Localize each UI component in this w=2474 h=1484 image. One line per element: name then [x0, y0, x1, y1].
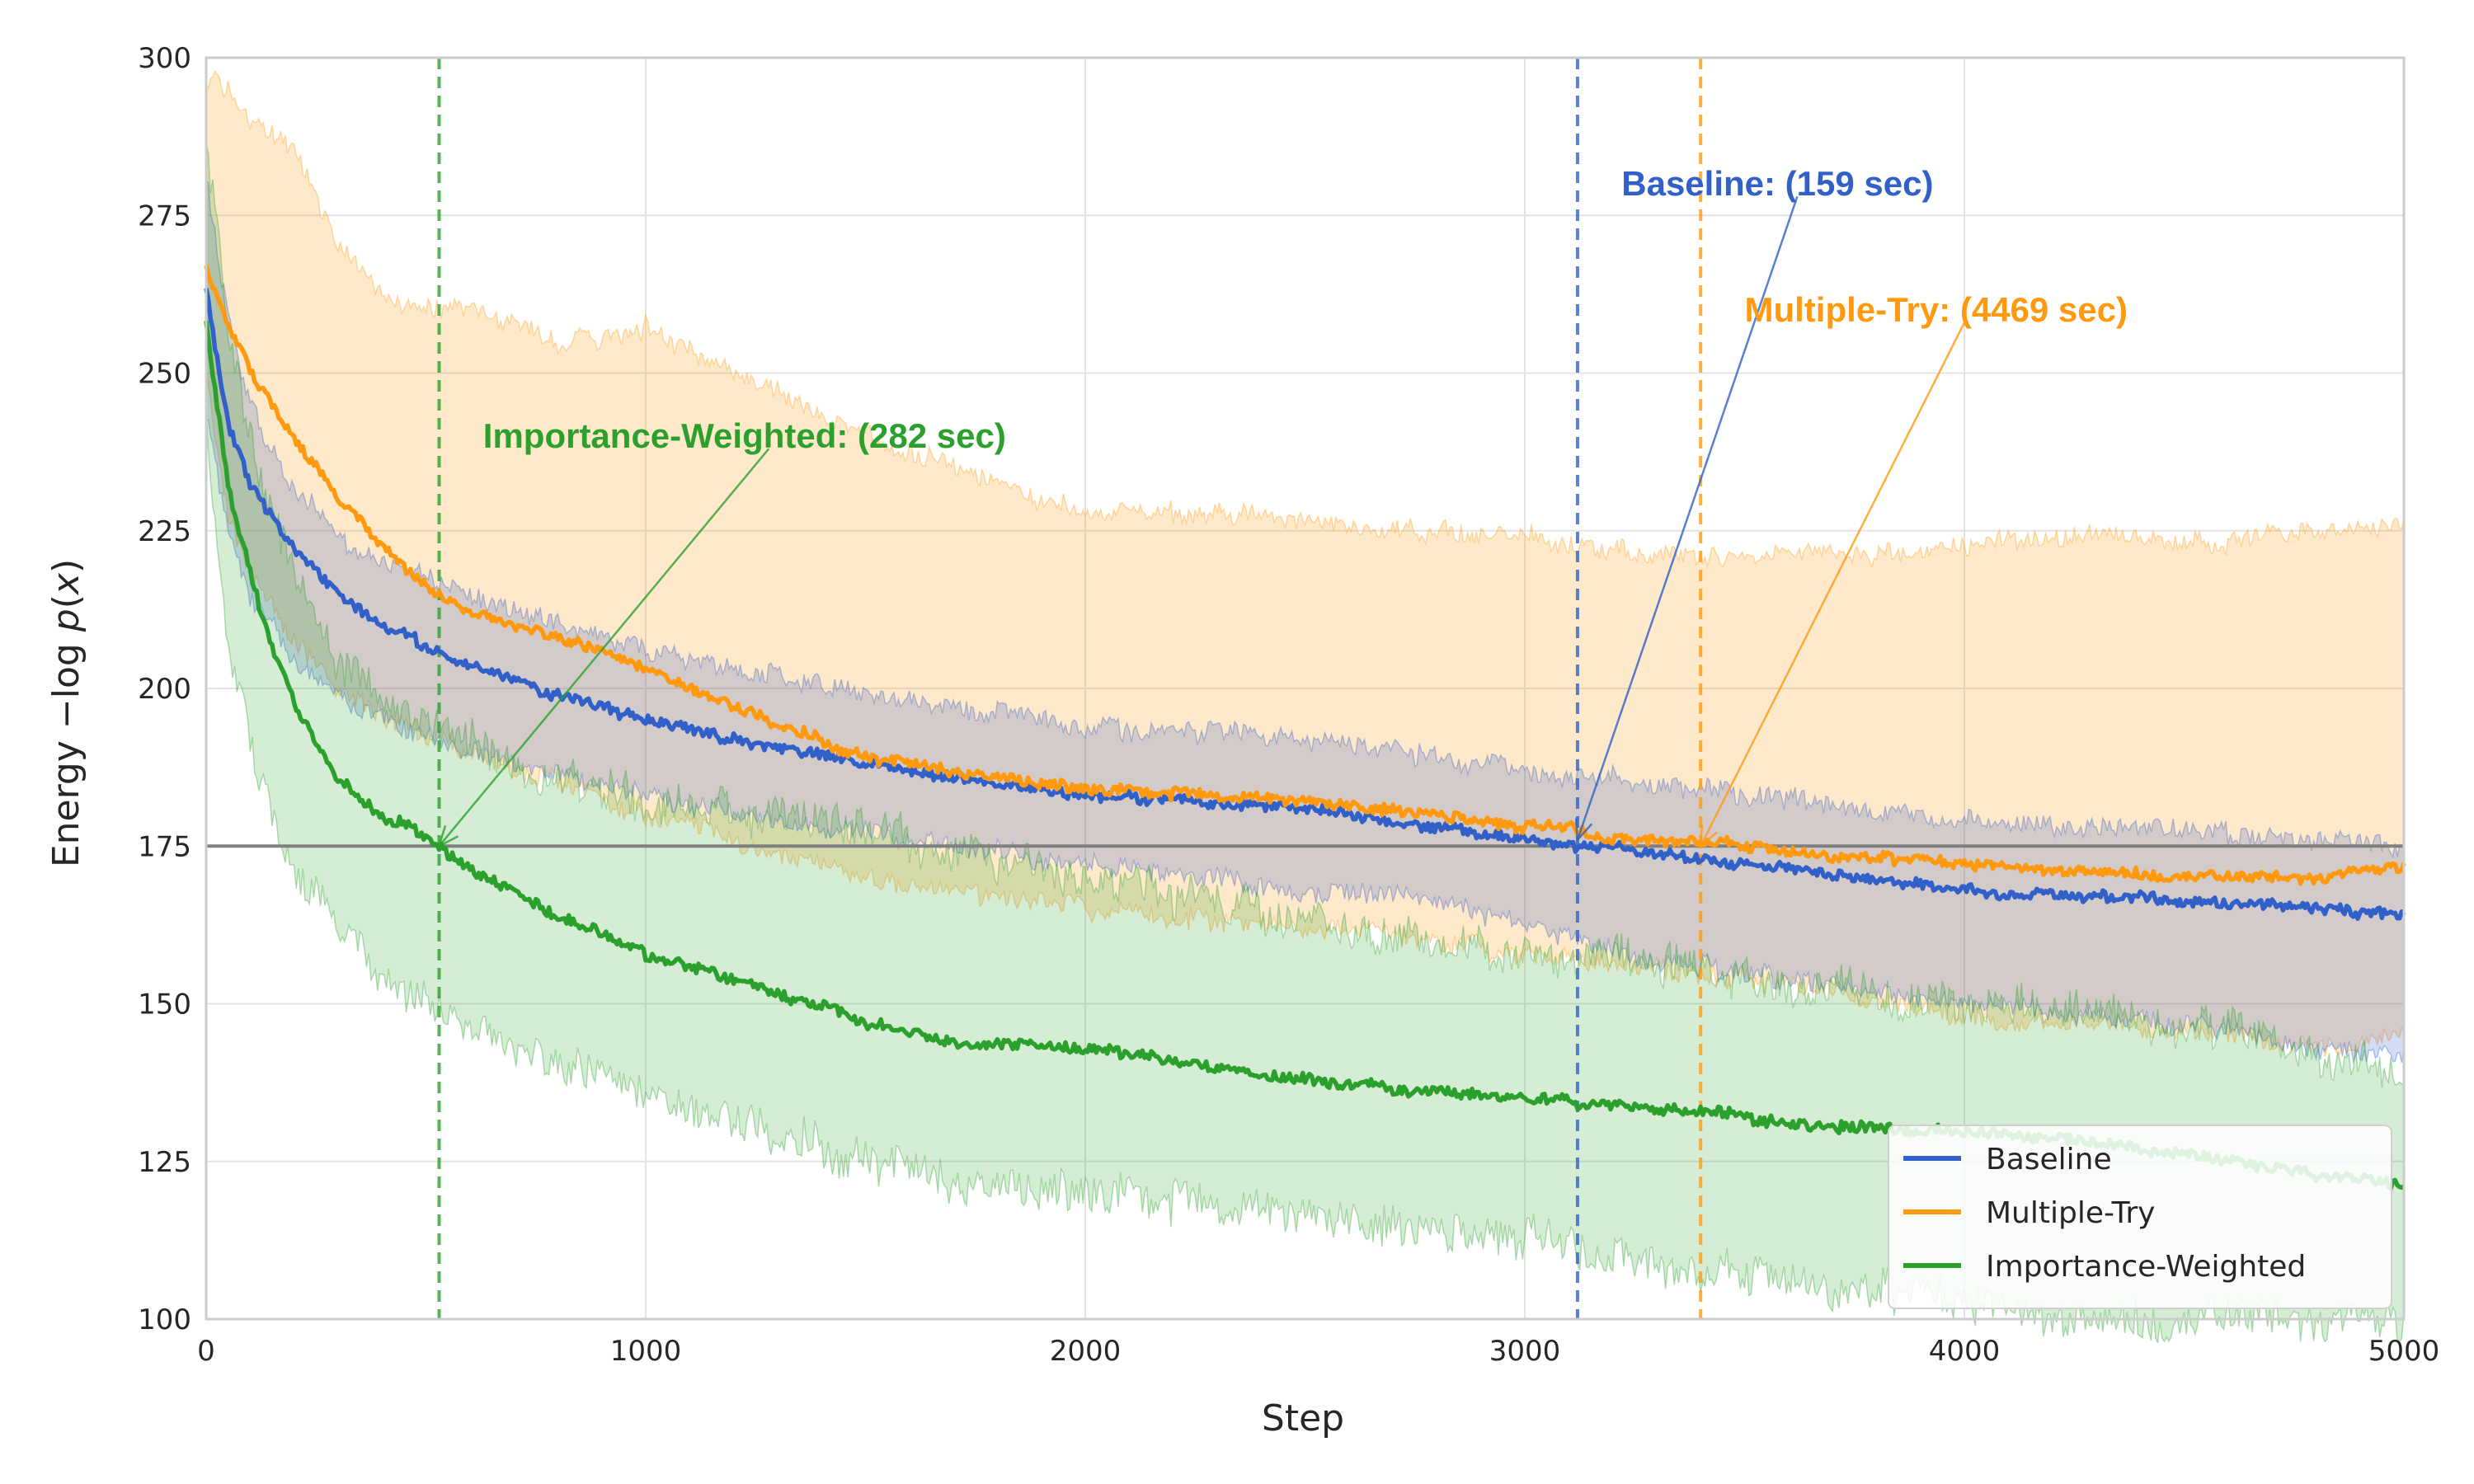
x-tick-label: 0: [197, 1335, 215, 1368]
y-axis-label: Energy −log p(x): [45, 559, 87, 867]
legend-label: Multiple-Try: [1986, 1196, 2156, 1230]
legend-label: Baseline: [1986, 1143, 2112, 1176]
line-baseline: [204, 288, 2406, 921]
annotation-label: Multiple-Try: (4469 sec): [1745, 290, 2128, 329]
annotation-arrowhead: [1574, 818, 1593, 843]
y-tick-label: 125: [138, 1146, 191, 1179]
legend-box: [1888, 1125, 2392, 1309]
y-tick-label: 225: [138, 515, 191, 548]
annotation-arrow: [438, 448, 770, 848]
x-tick-label: 3000: [1489, 1335, 1561, 1368]
y-tick-label: 175: [138, 830, 191, 863]
annotations: Importance-Weighted: (282 sec) Baseline: …: [437, 164, 2128, 849]
annotation-arrow: [1700, 322, 1966, 847]
line-multiple-try: [204, 265, 2406, 886]
x-tick-label: 5000: [2368, 1335, 2440, 1368]
y-tick-label: 150: [138, 989, 191, 1021]
legend: Baseline Multiple-Try Importance-Weighted: [1888, 1125, 2392, 1309]
annotation-arrowhead: [1699, 824, 1718, 849]
x-axis-label: Step: [1262, 1397, 1344, 1439]
plot-border: [205, 56, 2406, 1321]
annotation-label: Baseline: (159 sec): [1621, 164, 1933, 203]
y-tick-label: 250: [138, 358, 191, 391]
legend-label: Importance-Weighted: [1986, 1250, 2306, 1284]
tick-labels: 0 1000 2000 3000 4000 5000 100 125 150 175 200 225 2…: [138, 42, 2439, 1368]
annotation-arrowhead: [437, 824, 459, 848]
annotation-arrow: [1576, 195, 1799, 841]
y-tick-label: 200: [138, 673, 191, 706]
x-tick-label: 4000: [1929, 1335, 2001, 1368]
y-tick-label: 275: [138, 200, 191, 232]
annotation-label: Importance-Weighted: (282 sec): [483, 416, 1006, 455]
x-tick-label: 1000: [610, 1335, 682, 1368]
y-tick-label: 100: [138, 1303, 191, 1336]
x-tick-label: 2000: [1050, 1335, 1122, 1368]
plot-frame: [205, 56, 2406, 1321]
y-tick-label: 300: [138, 42, 191, 75]
